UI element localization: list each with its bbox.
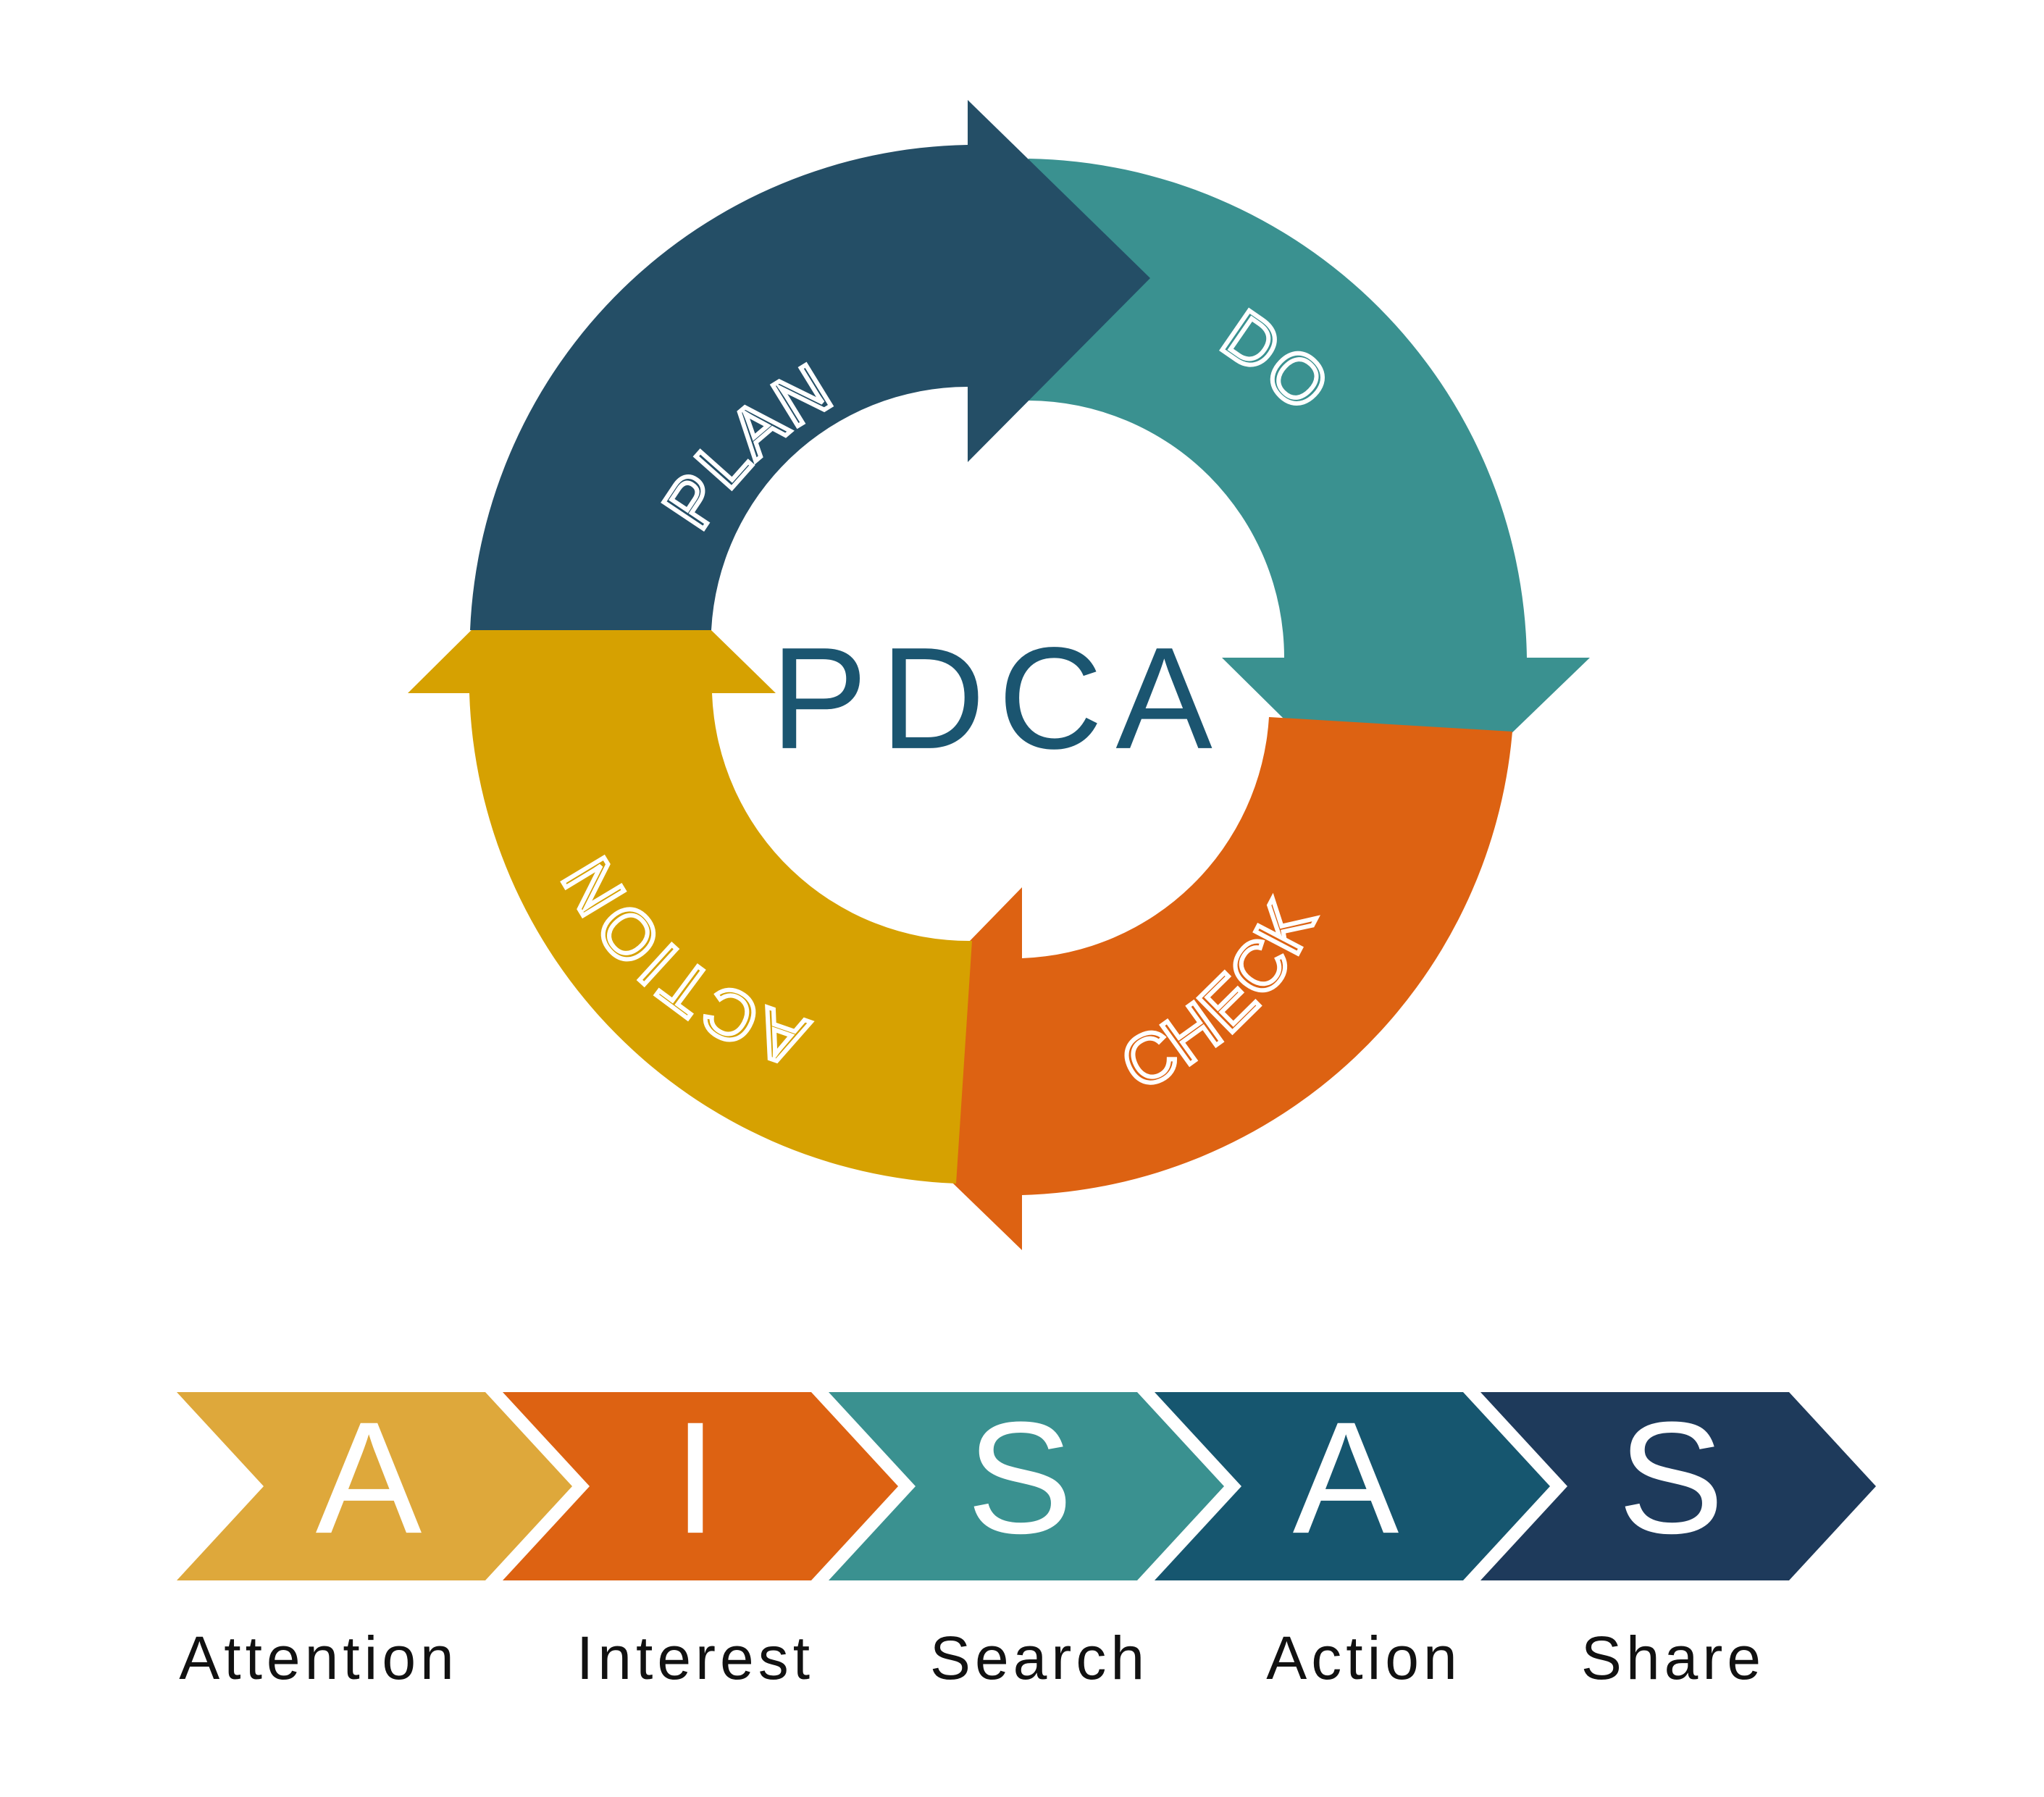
- step-label-attention: Attention: [179, 1624, 458, 1692]
- step-label-search: Search: [930, 1624, 1149, 1692]
- chevron-search: [829, 1392, 1224, 1580]
- chevron-letter: S: [967, 1388, 1073, 1567]
- aisas-step-2: I Interest: [503, 1388, 898, 1692]
- step-label-share: Share: [1581, 1624, 1765, 1692]
- chevron-letter: S: [1618, 1388, 1725, 1567]
- check-arrow: [840, 717, 1512, 1250]
- step-label-interest: Interest: [577, 1624, 814, 1692]
- chevron-attention: [177, 1392, 572, 1580]
- aisas-step-1: A Attention: [177, 1388, 572, 1692]
- aisas-step-4: A Action: [1155, 1388, 1550, 1692]
- chevron-interest: [503, 1392, 898, 1580]
- plan-arrow: [470, 100, 1150, 630]
- aisas-step-3: S Search: [829, 1388, 1224, 1692]
- chevron-letter: A: [316, 1388, 422, 1567]
- aisas-process: A Attention I Interest S Search A Action…: [177, 1388, 1876, 1692]
- step-label-action: Action: [1266, 1624, 1461, 1692]
- chevron-share: [1480, 1392, 1876, 1580]
- chevron-letter: I: [673, 1388, 717, 1567]
- action-arrow: [408, 512, 972, 1184]
- chevron-letter: A: [1293, 1388, 1399, 1567]
- chevron-action: [1155, 1392, 1550, 1580]
- do-arrow: [1029, 159, 1590, 837]
- pdca-center-title: PDCA: [771, 618, 1226, 779]
- aisas-step-5: S Share: [1480, 1388, 1876, 1692]
- pdca-cycle: PLAN DO CHECK ACTION PDCA: [408, 100, 1590, 1250]
